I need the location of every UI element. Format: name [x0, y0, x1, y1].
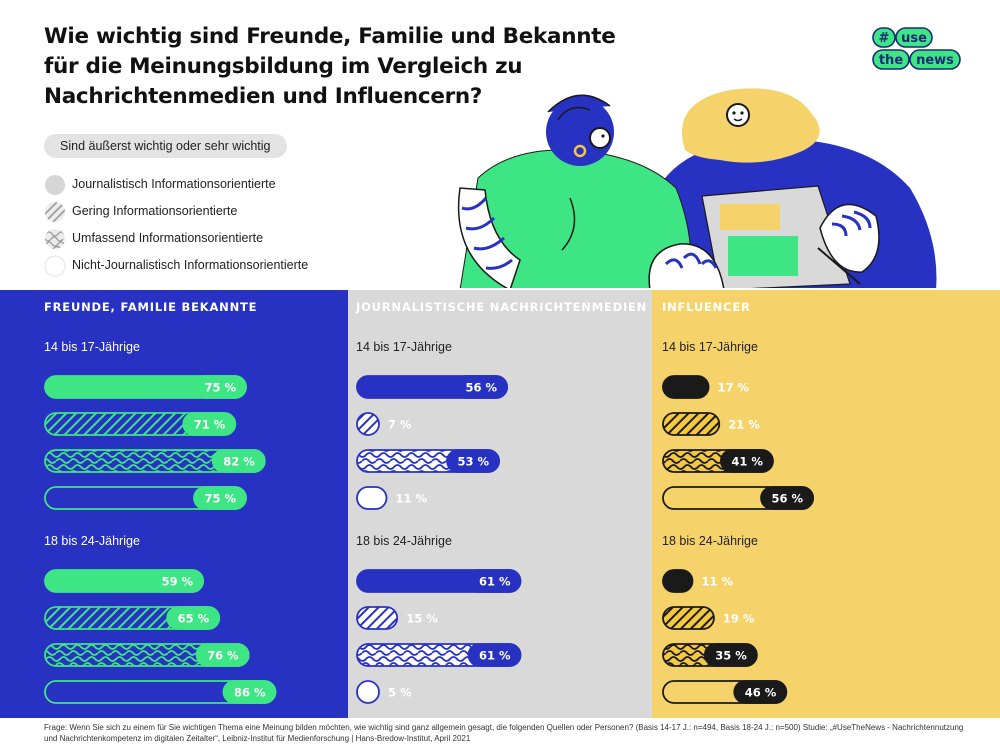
bar-end-cap — [182, 412, 237, 436]
bar-outline — [356, 680, 380, 704]
bar-value-label: 46 % — [745, 686, 777, 700]
bar-hatch — [662, 412, 721, 436]
bar-end-cap — [760, 486, 814, 510]
bar-value-label: 7 % — [388, 418, 412, 432]
bar-value-label: 86 % — [234, 686, 266, 700]
bar-end-cap — [166, 606, 221, 630]
group-label: 18 bis 24-Jährige — [356, 534, 452, 548]
panel-title: FREUNDE, FAMILIE BEKANNTE — [44, 300, 258, 314]
bar-value-label: 21 % — [728, 418, 760, 432]
group-label: 18 bis 24-Jährige — [44, 534, 140, 548]
bar-value-label: 17 % — [718, 381, 750, 395]
panel-freunde-familie: FREUNDE, FAMILIE BEKANNTE 14 bis 17-Jähr… — [0, 290, 348, 718]
legend-label: Umfassend Informationsorientierte — [72, 231, 264, 245]
bar-value-label: 61 % — [479, 649, 511, 663]
bar-value-label: 82 % — [223, 455, 255, 469]
bar-hatch — [662, 606, 715, 630]
legend-swatch-hatch — [45, 202, 65, 222]
use-the-news-logo: # use the news — [872, 27, 961, 70]
bar-end-cap — [150, 569, 205, 593]
bar-end-cap — [195, 643, 250, 667]
group-label: 18 bis 24-Jährige — [662, 534, 758, 548]
bar-end-cap — [222, 680, 277, 704]
bar-chart: 56 % 7 % 53 % 11 % 61 % 15 % 61 % 5 % — [356, 375, 522, 704]
svg-text:#: # — [879, 31, 890, 46]
group-label: 14 bis 17-Jährige — [662, 340, 758, 354]
bar-value-label: 59 % — [162, 575, 194, 589]
bar-value-label: 65 % — [178, 612, 210, 626]
bar-end-cap — [467, 569, 522, 593]
people-illustration — [457, 88, 937, 288]
bar-value-label: 53 % — [458, 455, 490, 469]
bar-outline — [356, 486, 388, 510]
bar-value-label: 75 % — [204, 381, 236, 395]
legend-swatch-solid — [45, 175, 65, 195]
bar-end-cap — [193, 375, 247, 399]
bar-chart: 75 % 71 % 82 % 75 % 59 % 65 % 76 % 86 % — [44, 375, 277, 704]
legend-header: Sind äußerst wichtig oder sehr wichtig — [44, 134, 287, 158]
svg-text:use: use — [901, 31, 927, 46]
bar-end-cap — [193, 486, 247, 510]
title-line: Wie wichtig sind Freunde, Familie und Be… — [44, 24, 616, 49]
bar-value-label: 61 % — [479, 575, 511, 589]
bar-value-label: 5 % — [388, 686, 412, 700]
legend: Sind äußerst wichtig oder sehr wichtig J… — [44, 134, 308, 277]
legend-swatch-outline — [44, 255, 66, 277]
bar-value-label: 11 % — [701, 575, 733, 589]
bar-value-label: 35 % — [715, 649, 747, 663]
title-line: für die Meinungsbildung im Vergleich zu — [44, 54, 523, 79]
bar-hatch — [356, 606, 399, 630]
bar-value-label: 71 % — [194, 418, 226, 432]
svg-text:news: news — [916, 53, 954, 68]
bar-value-label: 56 % — [466, 381, 498, 395]
panel-journalistische-nachrichtenmedien: JOURNALISTISCHE NACHRICHTENMEDIEN 14 bis… — [348, 290, 652, 718]
legend-label: Gering Informationsorientierte — [72, 204, 238, 218]
bar-end-cap — [446, 449, 500, 473]
bar-value-label: 56 % — [772, 492, 804, 506]
legend-swatch-squiggle — [45, 229, 65, 249]
bar-end-cap — [467, 643, 522, 667]
bar-solid — [662, 375, 710, 399]
bar-end-cap — [211, 449, 266, 473]
legend-label: Nicht-Journalistisch Informationsorienti… — [72, 258, 309, 272]
chart-title: Wie wichtig sind Freunde, Familie und Be… — [44, 22, 684, 112]
bar-value-label: 15 % — [406, 612, 438, 626]
panel-influencer: INFLUENCER 14 bis 17-Jährige 18 bis 24-J… — [652, 290, 1000, 718]
title-line: Nachrichtenmedien und Influencern? — [44, 84, 483, 109]
bar-chart: 17 % 21 % 41 % 56 % 11 % 19 % 35 % 46 % — [662, 375, 814, 704]
bar-value-label: 11 % — [395, 492, 427, 506]
bar-value-label: 41 % — [731, 455, 763, 469]
bar-value-label: 76 % — [207, 649, 239, 663]
group-label: 14 bis 17-Jährige — [356, 340, 452, 354]
bar-end-cap — [719, 449, 774, 473]
legend-label: Journalistisch Informationsorientierte — [72, 177, 276, 191]
bar-hatch — [356, 412, 380, 436]
footnote: Frage: Wenn Sie sich zu einem für Sie wi… — [44, 723, 964, 743]
yellow-hair — [682, 88, 820, 163]
bar-value-label: 75 % — [204, 492, 236, 506]
bar-value-label: 19 % — [723, 612, 755, 626]
bar-solid — [662, 569, 694, 593]
bar-end-cap — [454, 375, 508, 399]
svg-text:the: the — [879, 53, 903, 68]
bar-end-cap — [733, 680, 788, 704]
panel-title: JOURNALISTISCHE NACHRICHTENMEDIEN — [356, 300, 648, 314]
bar-end-cap — [703, 643, 758, 667]
panel-title: INFLUENCER — [662, 300, 751, 314]
group-label: 14 bis 17-Jährige — [44, 340, 140, 354]
